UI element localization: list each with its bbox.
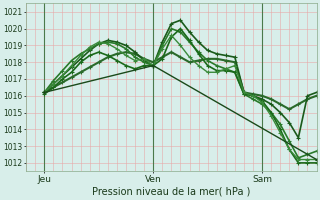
X-axis label: Pression niveau de la mer( hPa ): Pression niveau de la mer( hPa ): [92, 187, 251, 197]
